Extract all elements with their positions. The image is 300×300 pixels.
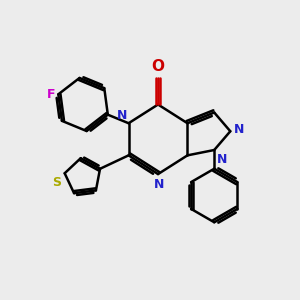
Text: N: N bbox=[117, 109, 127, 122]
Text: N: N bbox=[234, 123, 245, 136]
Text: S: S bbox=[52, 176, 61, 189]
Text: N: N bbox=[217, 153, 227, 166]
Text: N: N bbox=[154, 178, 165, 191]
Text: O: O bbox=[152, 59, 164, 74]
Text: F: F bbox=[47, 88, 56, 101]
